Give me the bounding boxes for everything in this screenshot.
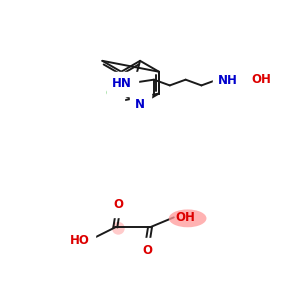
Text: OH: OH: [251, 73, 271, 86]
Text: O: O: [113, 198, 123, 211]
Text: O: O: [142, 244, 152, 256]
Text: NH: NH: [218, 74, 238, 87]
Text: OH: OH: [176, 211, 196, 224]
Ellipse shape: [169, 209, 206, 227]
Text: HO: HO: [70, 234, 90, 247]
Text: Cl: Cl: [106, 87, 118, 100]
Ellipse shape: [112, 222, 125, 235]
Text: HN: HN: [112, 77, 132, 90]
Text: N: N: [135, 98, 145, 111]
